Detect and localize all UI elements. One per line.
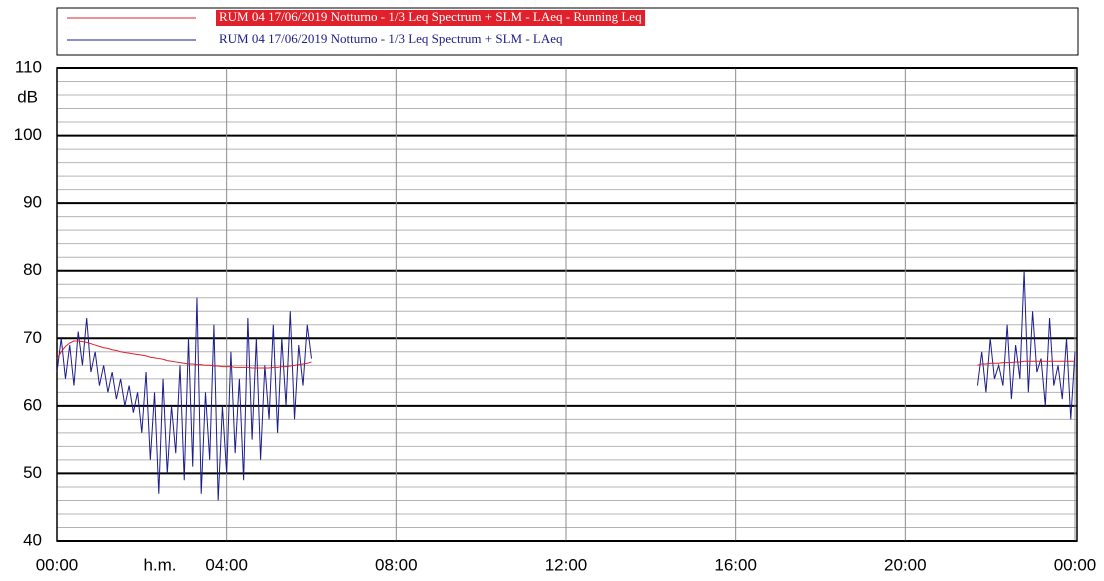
labels: 40 50 60 70 80 90 100 110 00:00 04:00 08:00 12:00 16… [14, 9, 1097, 575]
y-tick-label: 50 [23, 463, 42, 482]
x-tick-label: 12:00 [545, 555, 588, 574]
plot-frame [56, 67, 1078, 542]
legend-highlight [216, 10, 646, 26]
y-tick-label: 100 [14, 125, 42, 144]
series-line [56, 270, 1076, 501]
y-tick-label: 90 [23, 193, 42, 212]
legend-label: RUM 04 17/06/2019 Notturno - 1/3 Leq Spe… [219, 31, 563, 46]
y-tick-label: 40 [23, 530, 42, 549]
x-tick-label: 00:00 [36, 555, 79, 574]
lines [56, 270, 1076, 501]
y-tick-label: 110 [15, 57, 42, 76]
grid [56, 67, 1077, 542]
y-axis-label: dB [17, 87, 38, 106]
x-axis-label: h.m. [143, 555, 176, 574]
x-tick-label: 08:00 [375, 555, 418, 574]
x-tick-label: 16:00 [714, 555, 757, 574]
x-tick-label: 20:00 [884, 555, 927, 574]
legend-label: RUM 04 17/06/2019 Notturno - 1/3 Leq Spe… [219, 9, 642, 24]
series-line [56, 340, 1075, 369]
y-tick-label: 80 [23, 260, 42, 279]
y-tick-label: 60 [23, 395, 42, 414]
x-tick-label: 04:00 [205, 555, 248, 574]
x-tick-label: 00:00 [1054, 555, 1097, 574]
y-tick-label: 70 [23, 328, 42, 347]
